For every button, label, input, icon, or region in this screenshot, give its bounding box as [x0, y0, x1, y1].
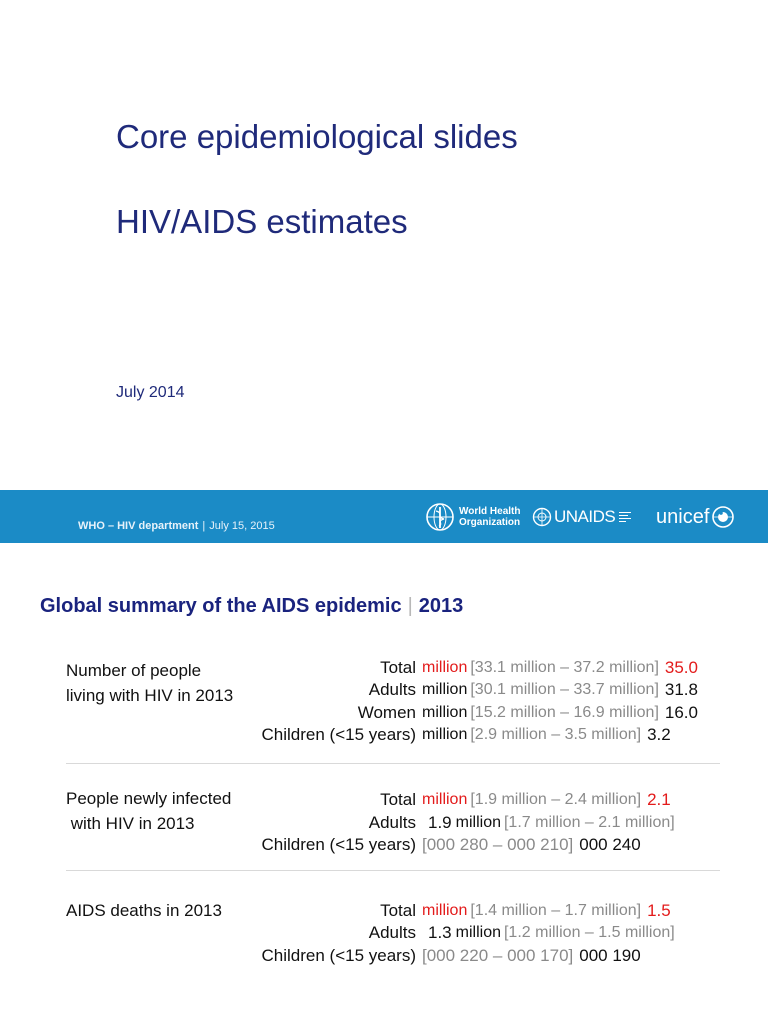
stat-unit: million — [422, 902, 468, 919]
stat-range: [15.2 million – 16.9 million] — [470, 704, 659, 721]
stat-label: Adults — [368, 813, 416, 832]
unaids-cosponsor-lines-icon — [619, 512, 632, 522]
stat-range: [000 220 – 000 170] — [422, 946, 574, 965]
stat-number: 1.9 — [428, 813, 452, 832]
un-emblem-icon — [532, 507, 552, 527]
stat-range: [000 280 – 000 210] — [422, 835, 574, 854]
stat-unit: million — [422, 726, 468, 743]
stat-label: Total — [380, 790, 416, 809]
stat-row: Children (<15 years) million [2.9 millio… — [240, 724, 671, 746]
stat-label: Children (<15 years) — [261, 725, 417, 744]
stat-range: [1.7 million – 2.1 million] — [503, 814, 675, 831]
footer-banner — [0, 490, 768, 543]
summary-title-separator: | — [407, 595, 413, 617]
who-emblem-icon — [426, 503, 454, 531]
stat-range: [1.4 million – 1.7 million] — [470, 902, 642, 919]
stat-value: 1.5 — [647, 901, 671, 920]
section-label-line: People newly infected — [66, 789, 232, 808]
stat-row: Adults million [30.1 million – 33.7 mill… — [240, 679, 698, 701]
stat-unit: million — [422, 704, 468, 721]
stat-row: Adults 1.3 million [1.2 million – 1.5 mi… — [240, 922, 675, 944]
stat-value: 000 240 — [579, 835, 641, 854]
stat-range: [30.1 million – 33.7 million] — [470, 681, 659, 698]
unaids-logo: UNAIDS — [532, 502, 632, 532]
who-wordmark-line-1: World Health — [459, 506, 521, 517]
stat-row: Total million [33.1 million – 37.2 milli… — [240, 657, 698, 679]
who-wordmark: World Health Organization — [459, 506, 520, 528]
summary-slide — [0, 543, 768, 1024]
who-wordmark-line-2: Organization — [459, 517, 521, 528]
stat-label: Children (<15 years) — [261, 946, 417, 965]
slide-title-line-1: Core epidemiological slides — [116, 118, 518, 155]
stat-range: [1.2 million – 1.5 million] — [503, 924, 675, 941]
stat-row: Adults 1.9 million [1.7 million – 2.1 mi… — [240, 812, 675, 834]
section-divider — [66, 870, 720, 871]
unicef-wordmark: unicef — [656, 505, 710, 528]
stat-value: 31.8 — [664, 680, 698, 699]
stat-value: 16.0 — [664, 703, 698, 722]
section-label-line: AIDS deaths in 2013 — [66, 901, 222, 920]
section-divider — [66, 763, 720, 764]
department-separator: | — [202, 520, 206, 532]
stat-label: Adults — [368, 923, 416, 942]
unicef-logo: unicef — [656, 502, 735, 532]
stat-label: Women — [357, 703, 416, 722]
slide-title-line-2: HIV/AIDS estimates — [116, 203, 408, 240]
who-logo: World Health Organization — [425, 502, 520, 532]
stat-row: Children (<15 years) [000 220 – 000 170]… — [240, 945, 641, 967]
stat-row: Total million [1.4 million – 1.7 million… — [240, 900, 671, 922]
stat-label: Total — [380, 901, 416, 920]
department-credit: WHO – HIV department | July 15, 2015 — [78, 520, 275, 532]
department-date: July 15, 2015 — [209, 520, 275, 532]
section-label-line: with HIV in 2013 — [66, 814, 195, 833]
stat-unit: million — [455, 924, 501, 941]
stat-value: 000 190 — [579, 946, 641, 965]
slide-date: July 2014 — [116, 384, 185, 401]
stat-label: Children (<15 years) — [261, 835, 417, 854]
section-label-new-infections: People newly infected with HIV in 2013 — [66, 786, 231, 836]
section-label-living: Number of people living with HIV in 2013 — [66, 658, 233, 708]
stat-number: 1.3 — [428, 923, 452, 942]
stat-range: [2.9 million – 3.5 million] — [470, 726, 642, 743]
summary-title-year: 2013 — [418, 595, 464, 617]
stat-row: Women million [15.2 million – 16.9 milli… — [240, 702, 698, 724]
stat-range: [33.1 million – 37.2 million] — [470, 659, 659, 676]
stat-row: Children (<15 years) [000 280 – 000 210]… — [240, 834, 641, 856]
stat-unit: million — [422, 659, 468, 676]
title-slide: Core epidemiological slides HIV/AIDS est… — [0, 0, 768, 490]
unaids-wordmark: UNAIDS — [554, 507, 616, 526]
stat-value: 35.0 — [664, 658, 698, 677]
stat-unit: million — [455, 814, 501, 831]
stat-unit: million — [422, 791, 468, 808]
summary-title-text: Global summary of the AIDS epidemic — [40, 595, 402, 617]
summary-title: Global summary of the AIDS epidemic | 2013 — [40, 595, 463, 618]
stat-label: Total — [380, 658, 416, 677]
section-label-line: Number of people — [66, 661, 202, 680]
stat-value: 3.2 — [647, 725, 671, 744]
stat-range: [1.9 million – 2.4 million] — [470, 791, 642, 808]
unicef-emblem-icon — [712, 506, 735, 528]
stat-unit: million — [422, 681, 468, 698]
stat-row: Total million [1.9 million – 2.4 million… — [240, 789, 671, 811]
section-label-line: living with HIV in 2013 — [66, 686, 234, 705]
stat-label: Adults — [368, 680, 416, 699]
department-name: WHO – HIV department — [78, 520, 199, 532]
section-label-aids-deaths: AIDS deaths in 2013 — [66, 898, 222, 923]
stat-value: 2.1 — [647, 790, 671, 809]
